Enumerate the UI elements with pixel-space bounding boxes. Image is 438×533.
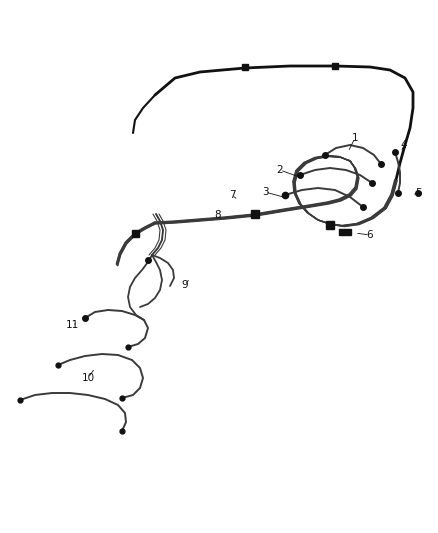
Bar <box>251 210 259 218</box>
Text: 2: 2 <box>277 165 283 175</box>
Text: 9: 9 <box>182 280 188 290</box>
Text: 7: 7 <box>229 190 235 200</box>
Text: 11: 11 <box>65 320 79 330</box>
Text: 5: 5 <box>415 188 421 198</box>
Text: 8: 8 <box>215 210 221 220</box>
Text: 3: 3 <box>261 187 268 197</box>
Text: 10: 10 <box>81 373 95 383</box>
Bar <box>326 221 334 229</box>
Bar <box>332 63 338 69</box>
Text: 1: 1 <box>352 133 358 143</box>
Text: 4: 4 <box>401 140 407 150</box>
Bar <box>242 64 248 70</box>
Text: 6: 6 <box>367 230 373 240</box>
Bar <box>131 230 138 238</box>
Bar <box>339 229 351 235</box>
